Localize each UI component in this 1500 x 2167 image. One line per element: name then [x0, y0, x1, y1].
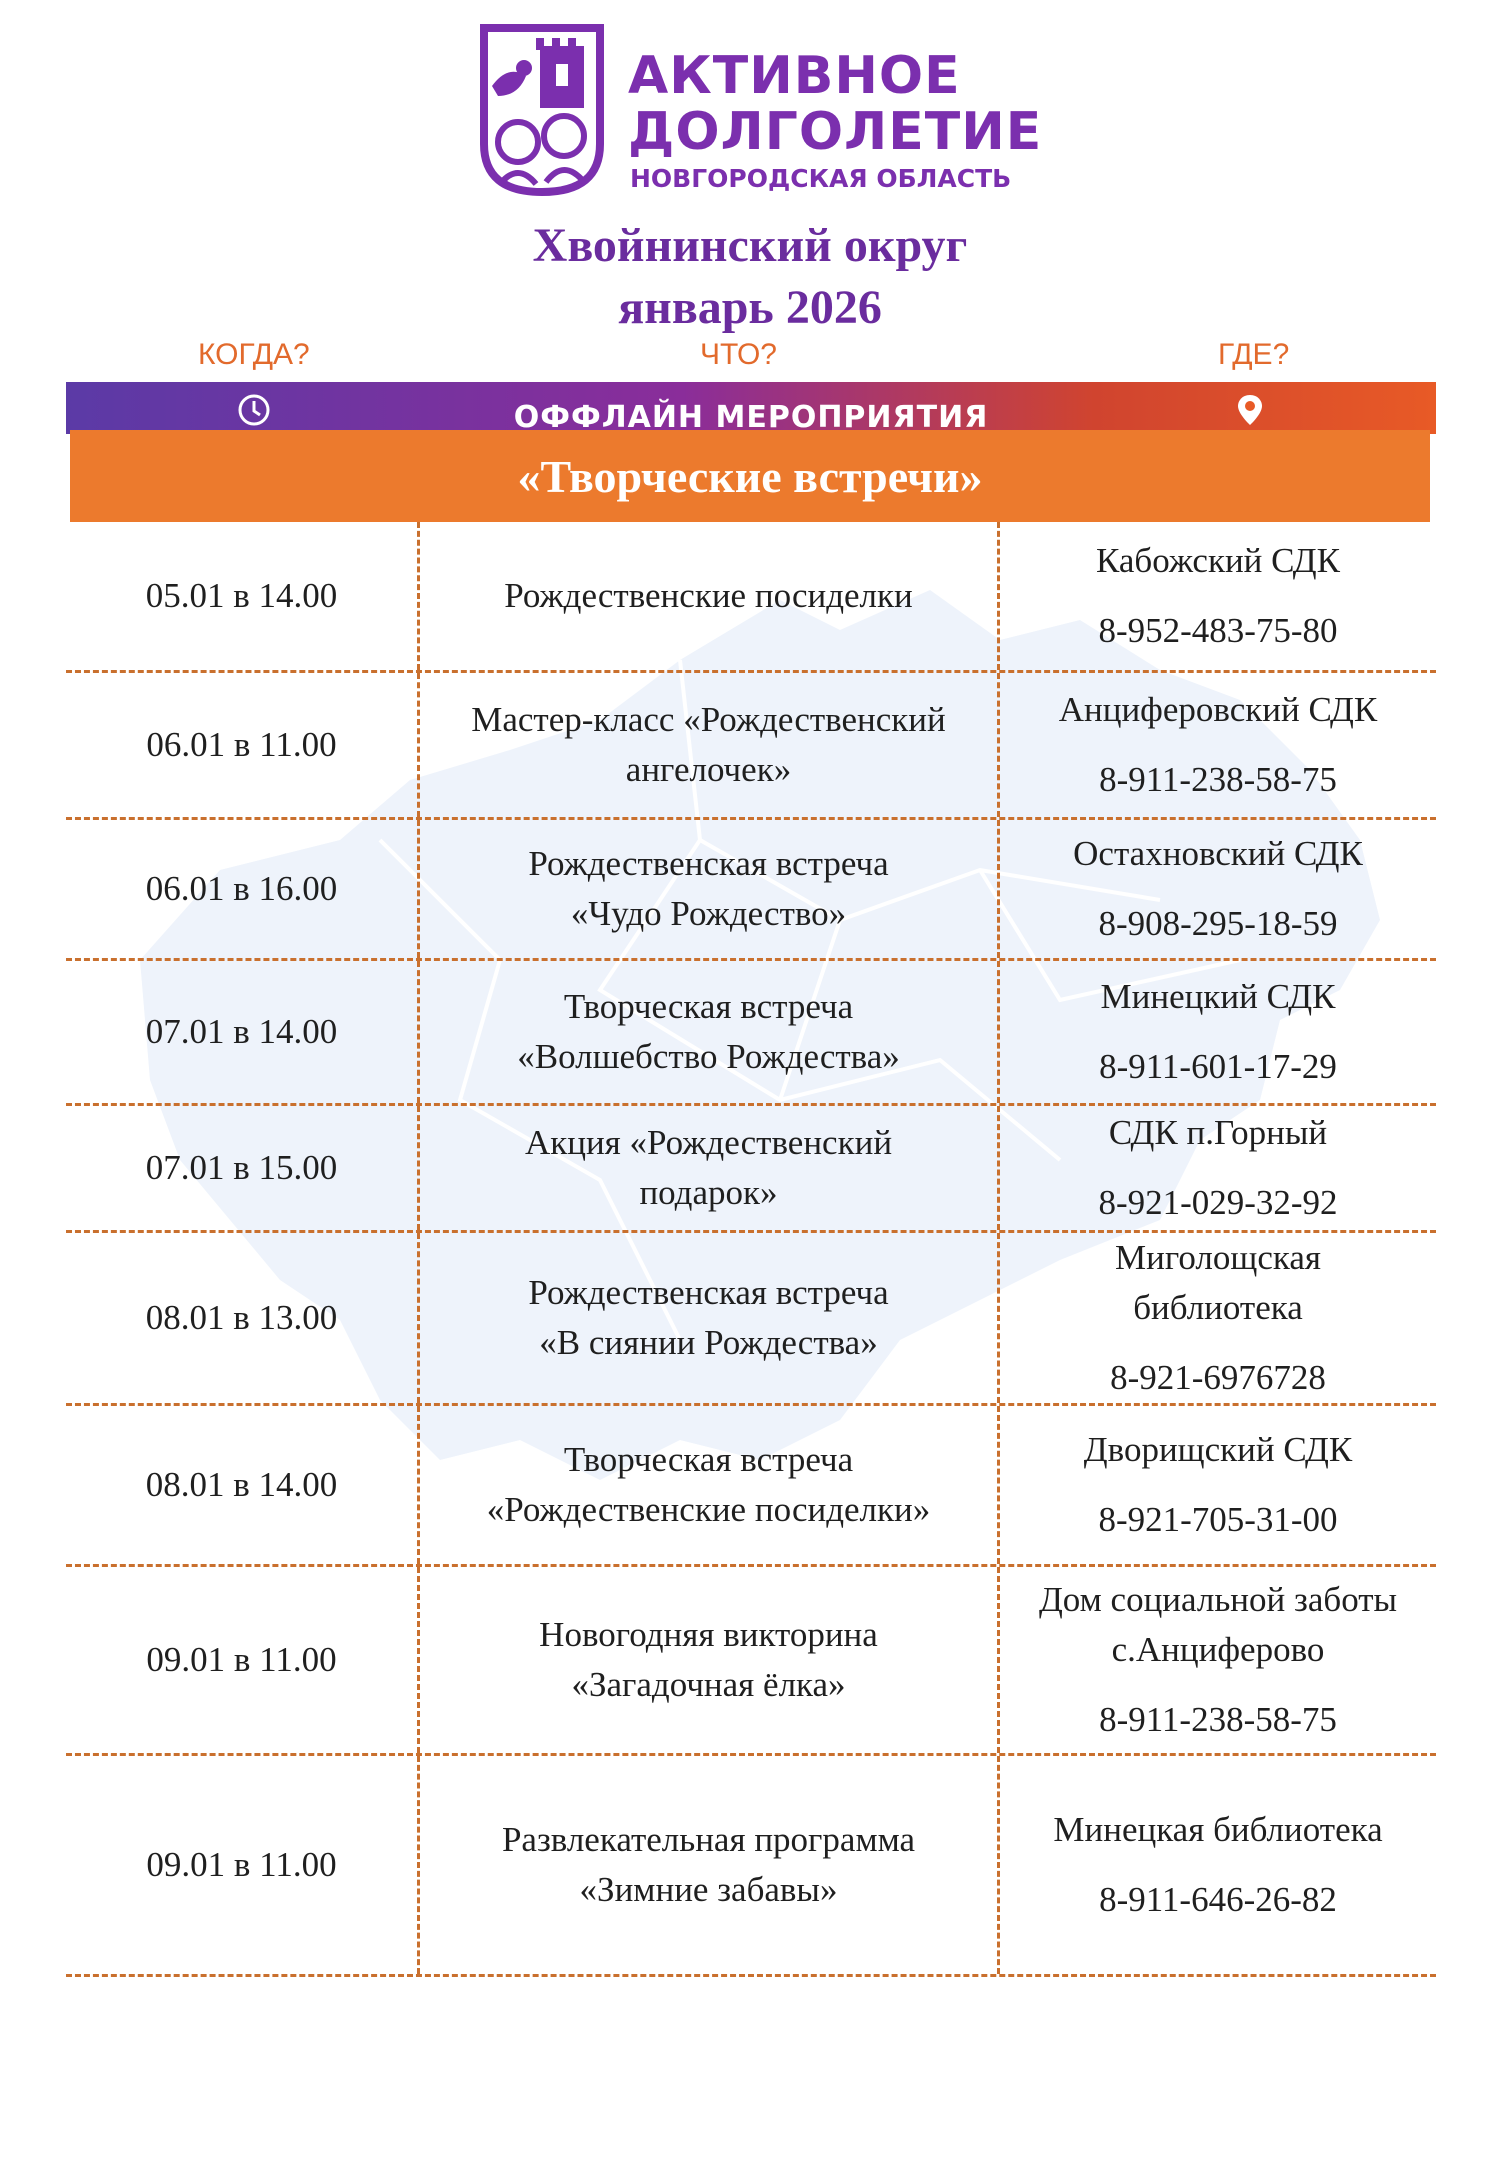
- event-date: 05.01 в 14.00: [66, 522, 420, 670]
- event-location: Минецкий СДК 8-911-601-17-29: [1000, 961, 1436, 1103]
- event-title: Новогодняя викторина «Загадочная ёлка»: [420, 1567, 1000, 1753]
- venue-name-line: Миголощская: [1115, 1238, 1321, 1277]
- events-schedule-table: 05.01 в 14.00 Рождественские посиделки Каб…: [66, 522, 1436, 1977]
- contact-phone: 8-952-483-75-80: [1098, 611, 1338, 650]
- event-date: 07.01 в 14.00: [66, 961, 420, 1103]
- event-date: 09.01 в 11.00: [66, 1756, 420, 1974]
- event-title: Творческая встреча «Волшебство Рождества»: [420, 961, 1000, 1103]
- event-location: Кабожский СДК 8-952-483-75-80: [1000, 522, 1436, 670]
- venue-name-line: библиотека: [1133, 1288, 1303, 1327]
- event-date: 07.01 в 15.00: [66, 1106, 420, 1230]
- contact-phone: 8-921-705-31-00: [1098, 1500, 1338, 1539]
- event-title-line: Рождественские посиделки: [504, 576, 913, 615]
- event-title-line: Рождественская встреча: [528, 1273, 889, 1312]
- contact-phone: 8-911-238-58-75: [1099, 760, 1337, 799]
- region-map-background: [140, 590, 1380, 1480]
- event-title-line: подарок»: [639, 1173, 778, 1212]
- event-date: 06.01 в 11.00: [66, 673, 420, 817]
- column-label-what: ЧТО?: [700, 338, 777, 371]
- event-title: Рождественская встреча «Чудо Рождество»: [420, 820, 1000, 958]
- venue-name-line: Остахновский СДК: [1073, 834, 1363, 873]
- venue-name-line: Анциферовский СДК: [1058, 690, 1378, 729]
- table-row: 06.01 в 16.00 Рождественская встреча «Чудо…: [66, 820, 1436, 961]
- contact-phone: 8-911-601-17-29: [1099, 1047, 1337, 1086]
- event-title-line: Рождественская встреча: [528, 844, 889, 883]
- logo-active-longevity: АКТИВНОЕ ДОЛГОЛЕТИЕ НОВГОРОДСКАЯ ОБЛАСТЬ: [478, 24, 1041, 199]
- event-location: Дворищский СДК 8-921-705-31-00: [1000, 1406, 1436, 1564]
- contact-phone: 8-921-029-32-92: [1098, 1183, 1338, 1222]
- event-title: Развлекательная программа «Зимние забавы»: [420, 1756, 1000, 1974]
- venue-name-line: с.Анциферово: [1111, 1630, 1325, 1669]
- event-title-line: Мастер-класс «Рождественский: [471, 700, 946, 739]
- event-location: Минецкая библиотека 8-911-646-26-82: [1000, 1756, 1436, 1974]
- table-row: 08.01 в 13.00 Рождественская встреча «В си…: [66, 1233, 1436, 1406]
- venue-name-line: Кабожский СДК: [1096, 541, 1340, 580]
- page-subtitle: январь 2026: [618, 281, 882, 334]
- table-row: 09.01 в 11.00 Новогодняя викторина «Загадо…: [66, 1567, 1436, 1756]
- table-row: 07.01 в 14.00 Творческая встреча «Волшебст…: [66, 961, 1436, 1106]
- event-title-line: «В сиянии Рождества»: [539, 1323, 878, 1362]
- event-location: СДК п.Горный 8-921-029-32-92: [1000, 1106, 1436, 1230]
- logo-text-line2: ДОЛГОЛЕТИЕ: [628, 102, 1043, 162]
- table-row: 09.01 в 11.00 Развлекательная программа «З…: [66, 1756, 1436, 1977]
- event-date: 08.01 в 14.00: [66, 1406, 420, 1564]
- event-title-line: «Рождественские посиделки»: [486, 1490, 931, 1529]
- event-title: Творческая встреча «Рождественские посиде…: [420, 1406, 1000, 1564]
- event-title-line: Развлекательная программа: [501, 1820, 916, 1859]
- logo-emblem-icon: [480, 24, 604, 196]
- section-header: «Творческие встречи»: [70, 430, 1430, 522]
- page-title: Хвойнинский округ: [532, 219, 968, 272]
- venue-name-line: Минецкая библиотека: [1053, 1810, 1383, 1849]
- venue-name-line: СДК п.Горный: [1108, 1113, 1328, 1152]
- event-title-line: «Чудо Рождество»: [570, 894, 847, 933]
- column-label-when: КОГДА?: [198, 338, 310, 371]
- event-title: Рождественские посиделки: [420, 522, 1000, 670]
- event-title-line: «Загадочная ёлка»: [571, 1665, 846, 1704]
- table-row: 08.01 в 14.00 Творческая встреча «Рождеств…: [66, 1406, 1436, 1567]
- column-label-where: ГДЕ?: [1218, 338, 1290, 371]
- table-row: 07.01 в 15.00 Акция «Рождественский подаро…: [66, 1106, 1436, 1233]
- map-pin-icon: [1238, 395, 1262, 425]
- event-location: Миголощская библиотека 8-921-6976728: [1000, 1233, 1436, 1403]
- event-title-line: Творческая встреча: [563, 1440, 854, 1479]
- event-date: 09.01 в 11.00: [66, 1567, 420, 1753]
- event-location: Остахновский СДК 8-908-295-18-59: [1000, 820, 1436, 958]
- offline-events-banner: ОФФЛАЙН МЕРОПРИЯТИЯ: [66, 382, 1436, 434]
- clock-icon: [238, 394, 270, 426]
- venue-name-line: Дворищский СДК: [1083, 1430, 1353, 1469]
- banner-text: ОФФЛАЙН МЕРОПРИЯТИЯ: [513, 400, 989, 434]
- contact-phone: 8-921-6976728: [1110, 1358, 1326, 1397]
- logo-text-line3: НОВГОРОДСКАЯ ОБЛАСТЬ: [630, 164, 1012, 193]
- event-date: 06.01 в 16.00: [66, 820, 420, 958]
- event-title: Рождественская встреча «В сиянии Рождеств…: [420, 1233, 1000, 1403]
- contact-phone: 8-911-238-58-75: [1099, 1700, 1337, 1739]
- table-row: 05.01 в 14.00 Рождественские посиделки Каб…: [66, 522, 1436, 673]
- event-location: Анциферовский СДК 8-911-238-58-75: [1000, 673, 1436, 817]
- section-title: «Творческие встречи»: [517, 450, 983, 502]
- venue-name-line: Минецкий СДК: [1100, 977, 1336, 1016]
- venue-name-line: Дом социальной заботы: [1038, 1580, 1398, 1619]
- table-row: 06.01 в 11.00 Мастер-класс «Рождественски…: [66, 673, 1436, 820]
- contact-phone: 8-908-295-18-59: [1098, 904, 1338, 943]
- event-title-line: Новогодняя викторина: [539, 1615, 878, 1654]
- event-title-line: ангелочек»: [625, 750, 792, 789]
- event-title-line: «Зимние забавы»: [579, 1870, 838, 1909]
- contact-phone: 8-911-646-26-82: [1099, 1880, 1337, 1919]
- event-location: Дом социальной заботы с.Анциферово 8-911-2…: [1000, 1567, 1436, 1753]
- event-title: Мастер-класс «Рождественский ангелочек»: [420, 673, 1000, 817]
- event-title-line: Акция «Рождественский: [524, 1123, 893, 1162]
- logo-text-line1: АКТИВНОЕ: [628, 46, 961, 106]
- event-title: Акция «Рождественский подарок»: [420, 1106, 1000, 1230]
- event-title-line: Творческая встреча: [563, 987, 854, 1026]
- event-title-line: «Волшебство Рождества»: [517, 1037, 900, 1076]
- event-date: 08.01 в 13.00: [66, 1233, 420, 1403]
